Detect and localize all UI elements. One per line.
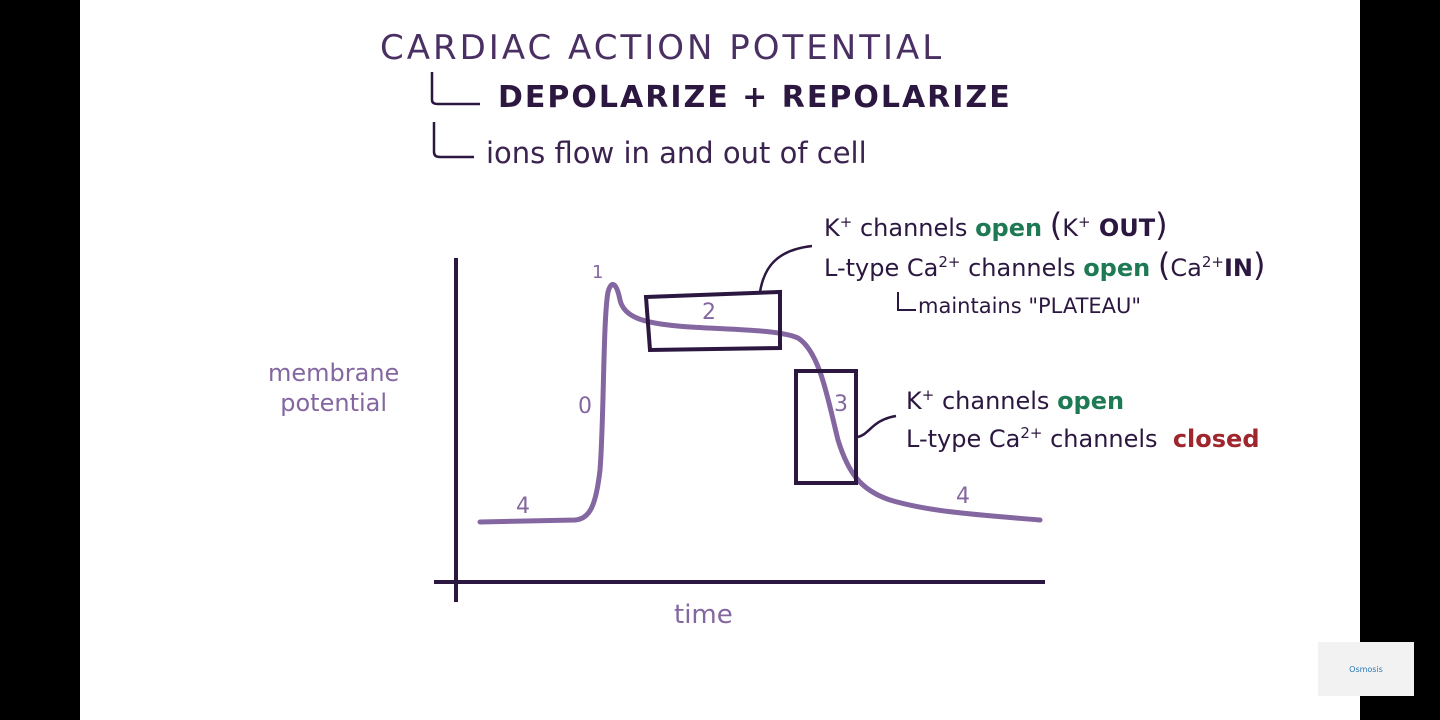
x-axis-label: time: [674, 600, 733, 630]
phase-2-label: 2: [702, 300, 716, 325]
phase3-k-open-state: open: [1057, 387, 1125, 415]
subtitle-depolarize-repolarize: DEPOLARIZE + REPOLARIZE: [498, 80, 1012, 115]
phase3-k-channels-note: K+ channels open: [906, 386, 1125, 415]
phase3-ca-channels-note: L-type Ca2+ channels closed: [906, 424, 1260, 453]
phase2-k-open-state: open: [975, 214, 1043, 242]
plateau-note: maintains "PLATEAU": [918, 294, 1142, 318]
phase-4-end-label: 4: [956, 484, 970, 509]
phase-0-label: 0: [578, 394, 592, 419]
y-axis-label: membrane potential: [268, 358, 399, 418]
phase3-connector: [857, 414, 897, 439]
action-potential-curve: [477, 281, 1043, 525]
plateau-bracket: [897, 292, 916, 311]
subtitle-ion-flow: ions flow in and out of cell: [486, 136, 867, 170]
phase-4-start-label: 4: [516, 494, 530, 519]
phase2-connector: [758, 244, 813, 293]
phase2-box: [643, 289, 782, 353]
action-potential-diagram: [430, 72, 1045, 602]
y-axis-label-line1: membrane: [268, 359, 400, 387]
diagram-title: CARDIAC ACTION POTENTIAL: [380, 28, 945, 68]
y-axis-label-line2: potential: [280, 389, 388, 417]
osmosis-logo-text: Osmosis: [1349, 664, 1383, 674]
phase3-box: [794, 369, 858, 485]
phase2-k-channels-note: K+ channels open (K+ OUT): [824, 206, 1168, 244]
phase2-ca-open-state: open: [1083, 254, 1151, 282]
phase-1-label: 1: [592, 262, 604, 283]
title-bracket-2: [432, 122, 474, 159]
phase-3-label: 3: [834, 392, 848, 417]
phase2-ca-channels-note: L-type Ca2+ channels open (Ca2+IN): [824, 246, 1266, 284]
whiteboard: CARDIAC ACTION POTENTIAL DEPOLARIZE + RE…: [80, 0, 1360, 720]
title-bracket-1: [430, 72, 480, 106]
phase3-ca-closed-state: closed: [1172, 425, 1260, 453]
osmosis-logo: Osmosis: [1318, 642, 1414, 696]
